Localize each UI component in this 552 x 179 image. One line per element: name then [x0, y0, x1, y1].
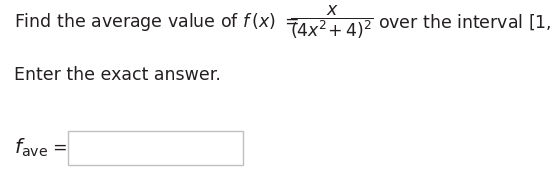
Text: $f_{\rm ave}$: $f_{\rm ave}$	[14, 137, 48, 159]
Bar	[68, 131, 243, 165]
Text: over the interval $[1,\,4].$: over the interval $[1,\,4].$	[378, 12, 552, 32]
Text: Find the average value of $f\,(x)\ =$: Find the average value of $f\,(x)\ =$	[14, 11, 299, 33]
Text: Enter the exact answer.: Enter the exact answer.	[14, 66, 221, 84]
Text: $\dfrac{x}{(4x^2\!+4)^2}$: $\dfrac{x}{(4x^2\!+4)^2}$	[290, 3, 374, 41]
Text: =: =	[52, 139, 67, 157]
